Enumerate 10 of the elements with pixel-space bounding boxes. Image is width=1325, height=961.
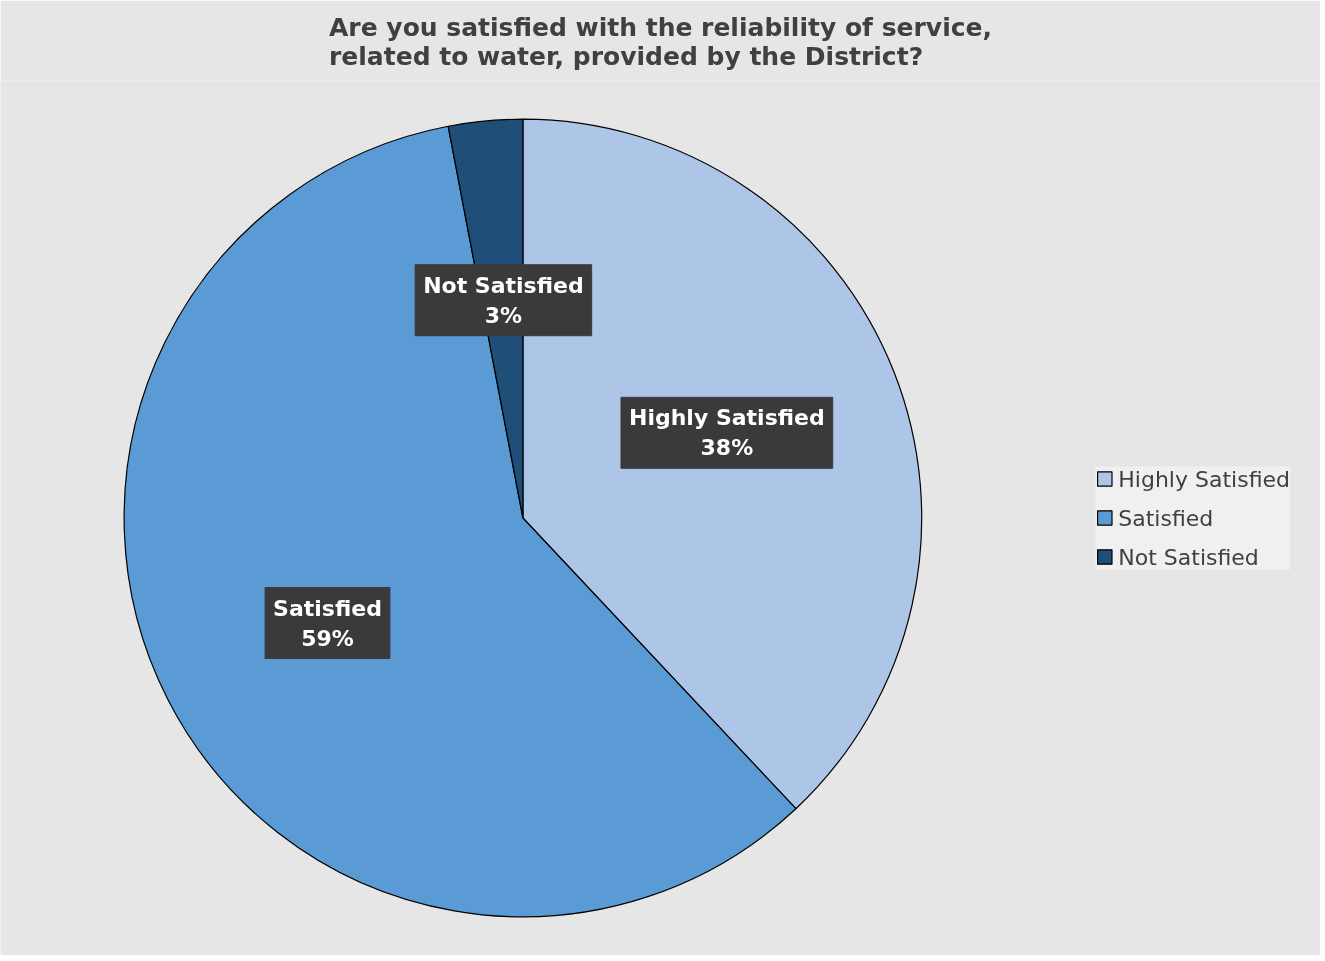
slice-label: Highly Satisfied: [628, 405, 825, 431]
chart-title: Are you satisfied with the reliability of service, related to water, provided by the District?: [329, 12, 992, 71]
legend-label: Highly Satisfied: [1118, 466, 1290, 491]
legend-label: Satisfied: [1118, 505, 1214, 530]
slice-label: Satisfied: [273, 595, 382, 621]
legend-label: Not Satisfied: [1118, 544, 1259, 569]
data-label: 59%: [301, 625, 354, 651]
slice-label: Not Satisfied: [423, 272, 584, 298]
data-label: 3%: [484, 302, 523, 328]
data-label: 38%: [700, 435, 754, 461]
